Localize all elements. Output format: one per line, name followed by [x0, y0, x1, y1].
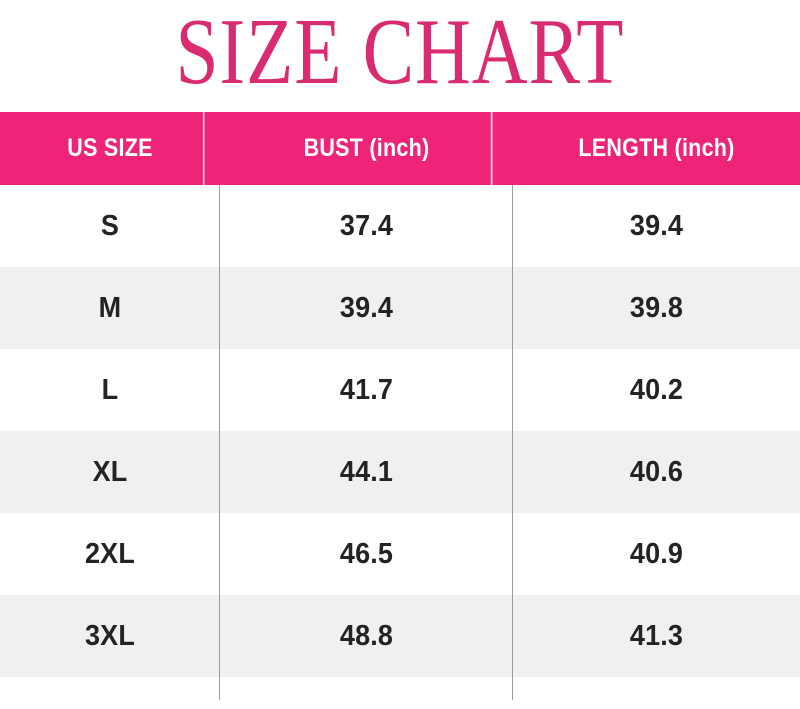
table-row: M 39.4 39.8 [0, 267, 800, 349]
title-area: SIZE CHART [0, 0, 800, 112]
page-title: SIZE CHART [175, 0, 625, 105]
cell-bust: 41.7 [339, 373, 394, 406]
cell-us-size: L [101, 373, 119, 406]
cell-length: 40.6 [629, 455, 684, 488]
column-divider-2 [512, 185, 513, 700]
cell-length: 39.8 [629, 291, 684, 324]
cell-bust: 37.4 [339, 209, 394, 242]
column-header-length: LENGTH (inch) [578, 134, 735, 162]
column-divider-1 [219, 185, 220, 700]
cell-us-size: 2XL [84, 537, 136, 570]
cell-us-size: 3XL [84, 619, 136, 652]
table-header-row: US SIZE BUST (inch) LENGTH (inch) [0, 112, 800, 185]
size-chart-table: US SIZE BUST (inch) LENGTH (inch) S 37.4… [0, 112, 800, 709]
cell-us-size: XL [92, 455, 128, 488]
cell-length: 39.4 [629, 209, 684, 242]
cell-length: 40.9 [629, 537, 684, 570]
cell-us-size: M [98, 291, 122, 324]
cell-bust: 39.4 [339, 291, 394, 324]
table-bottom-strip [0, 678, 800, 709]
cell-us-size: S [100, 209, 120, 242]
cell-bust: 44.1 [339, 455, 394, 488]
table-row: 3XL 48.8 41.3 [0, 595, 800, 677]
column-header-bust: BUST (inch) [241, 112, 493, 185]
table-row: 2XL 46.5 40.9 [0, 513, 800, 595]
cell-bust: 48.8 [339, 619, 394, 652]
cell-length: 41.3 [629, 619, 684, 652]
cell-length: 40.2 [629, 373, 684, 406]
cell-bust: 46.5 [339, 537, 394, 570]
table-row: XL 44.1 40.6 [0, 431, 800, 513]
table-row: S 37.4 39.4 [0, 185, 800, 267]
table-row: L 41.7 40.2 [0, 349, 800, 431]
column-header-us-size: US SIZE [15, 112, 204, 185]
